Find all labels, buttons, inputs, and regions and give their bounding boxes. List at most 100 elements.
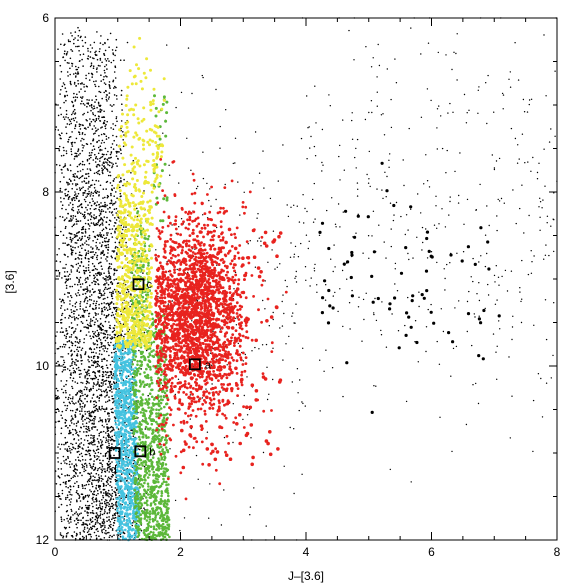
data-point bbox=[80, 321, 83, 323]
data-point bbox=[85, 281, 88, 283]
data-point bbox=[105, 439, 108, 442]
data-point bbox=[112, 59, 115, 62]
data-point bbox=[75, 197, 78, 200]
data-point bbox=[313, 145, 316, 148]
data-point bbox=[60, 432, 62, 435]
data-point bbox=[78, 369, 80, 372]
data-point bbox=[80, 258, 83, 260]
data-point bbox=[107, 174, 110, 177]
data-point bbox=[97, 326, 100, 328]
data-point bbox=[123, 335, 125, 338]
data-point bbox=[520, 300, 522, 303]
data-point bbox=[71, 50, 74, 52]
data-point bbox=[69, 365, 72, 367]
data-point bbox=[113, 139, 115, 142]
data-point bbox=[70, 122, 72, 125]
data-point bbox=[109, 104, 112, 106]
data-point bbox=[58, 149, 61, 152]
data-point bbox=[96, 339, 98, 342]
data-point bbox=[62, 331, 64, 333]
data-point bbox=[67, 278, 70, 280]
data-point bbox=[502, 108, 504, 110]
data-point bbox=[79, 301, 82, 303]
data-point bbox=[65, 278, 68, 281]
data-point bbox=[101, 167, 103, 170]
data-point bbox=[543, 258, 545, 260]
data-point bbox=[64, 389, 67, 392]
data-point bbox=[82, 244, 84, 246]
data-point bbox=[521, 298, 523, 300]
data-point bbox=[65, 237, 68, 239]
data-point bbox=[64, 368, 66, 371]
data-point bbox=[404, 324, 406, 327]
data-point bbox=[174, 393, 176, 396]
data-point bbox=[102, 197, 104, 199]
data-point bbox=[76, 490, 78, 492]
data-point bbox=[98, 485, 100, 488]
data-point bbox=[495, 265, 497, 267]
data-point bbox=[272, 318, 274, 321]
data-point bbox=[189, 418, 191, 420]
data-point bbox=[83, 198, 86, 201]
data-point bbox=[126, 444, 130, 448]
data-point bbox=[63, 101, 65, 104]
data-point bbox=[83, 213, 86, 216]
data-point bbox=[123, 487, 127, 491]
data-point bbox=[78, 294, 81, 296]
data-point bbox=[454, 170, 456, 173]
data-point bbox=[89, 290, 91, 292]
data-point bbox=[425, 289, 429, 293]
data-point bbox=[110, 194, 112, 197]
data-point bbox=[407, 296, 409, 299]
data-point bbox=[112, 330, 114, 333]
data-point bbox=[77, 439, 80, 441]
data-point bbox=[77, 150, 79, 153]
data-point bbox=[99, 506, 101, 508]
data-point bbox=[67, 75, 69, 77]
data-point bbox=[104, 492, 107, 494]
data-point bbox=[83, 463, 86, 465]
data-point bbox=[70, 215, 72, 217]
data-point bbox=[112, 128, 115, 130]
data-point bbox=[119, 59, 122, 61]
data-point bbox=[115, 431, 119, 435]
data-point bbox=[466, 312, 471, 316]
data-point bbox=[115, 310, 117, 312]
data-point bbox=[100, 210, 103, 213]
data-point bbox=[544, 185, 546, 187]
data-point bbox=[102, 378, 104, 381]
data-point bbox=[63, 361, 66, 364]
data-point bbox=[92, 499, 94, 501]
data-point bbox=[426, 180, 429, 182]
data-point bbox=[302, 194, 304, 196]
data-point bbox=[92, 269, 95, 271]
data-point bbox=[92, 465, 95, 468]
data-point bbox=[65, 328, 67, 330]
data-point bbox=[71, 448, 73, 451]
data-point bbox=[105, 237, 108, 239]
data-point bbox=[82, 288, 85, 291]
data-point bbox=[86, 105, 88, 108]
data-point bbox=[59, 261, 62, 263]
data-point bbox=[63, 275, 66, 278]
data-point bbox=[326, 209, 328, 212]
data-point bbox=[85, 306, 87, 309]
data-point bbox=[104, 408, 106, 411]
data-point bbox=[104, 205, 107, 208]
data-point bbox=[95, 516, 98, 519]
data-point bbox=[113, 208, 116, 210]
data-point bbox=[60, 443, 63, 446]
data-point bbox=[81, 206, 83, 209]
data-point bbox=[65, 99, 67, 102]
data-point bbox=[95, 376, 98, 379]
data-point bbox=[293, 253, 296, 255]
data-point bbox=[118, 181, 121, 183]
data-point bbox=[98, 173, 101, 176]
data-point bbox=[140, 368, 142, 370]
data-point bbox=[96, 489, 99, 492]
data-point bbox=[113, 87, 115, 89]
data-point bbox=[66, 441, 69, 444]
data-point bbox=[415, 340, 419, 345]
data-point bbox=[86, 394, 89, 397]
data-point bbox=[87, 446, 89, 449]
